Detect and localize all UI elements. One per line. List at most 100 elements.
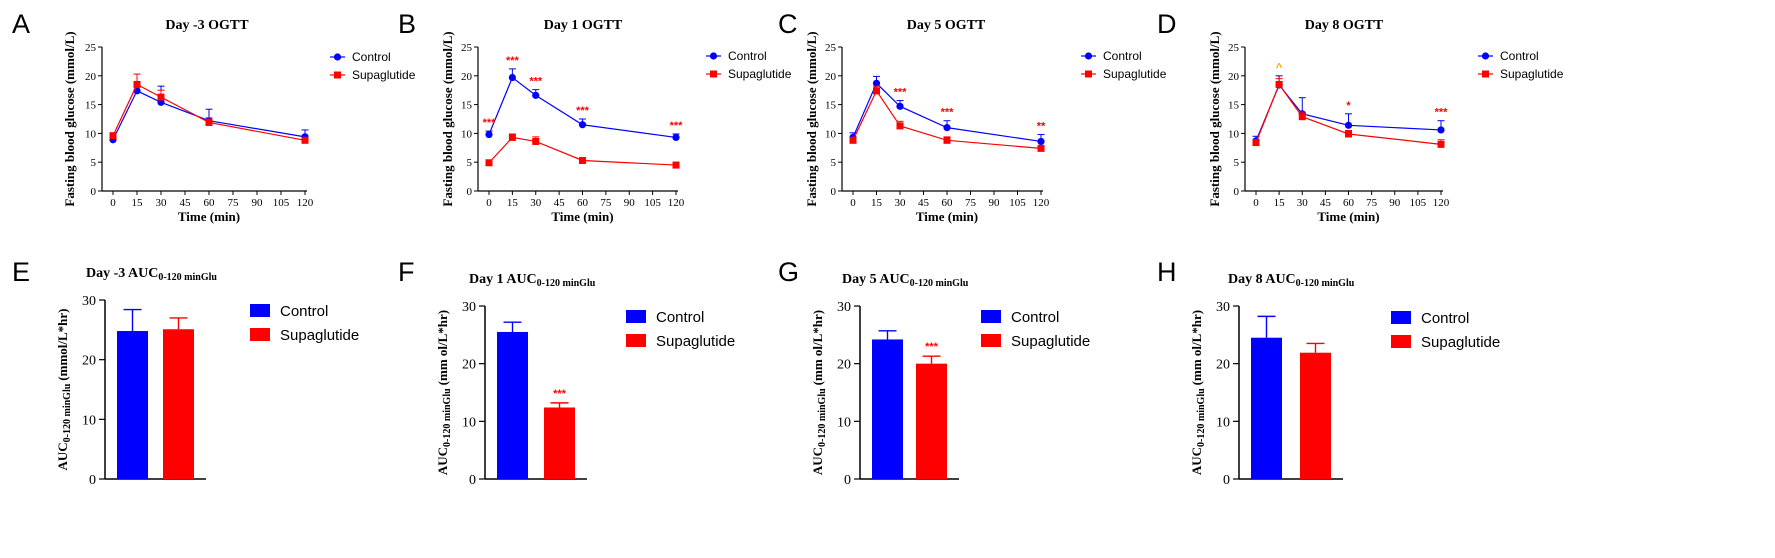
panel-d: D Day 8 OGTT 0 5 10 15 20 25 0 15 30 45 60 75 90 105 120… <box>1157 9 1564 224</box>
y-tick-label: 0 <box>1234 186 1240 198</box>
y-tick-label: 0 <box>1223 473 1230 488</box>
y-axis-label-subscript: 0-120 minGlu <box>62 383 73 442</box>
significance-label: *** <box>576 105 590 117</box>
data-point <box>672 133 680 142</box>
legend-swatch <box>1391 335 1411 348</box>
bar <box>117 331 148 479</box>
x-tick-label: 0 <box>486 197 492 209</box>
y-tick-label: 0 <box>91 186 97 198</box>
chart-title-main: Day 8 AUC <box>1228 272 1296 287</box>
data-point <box>1298 113 1306 121</box>
legend-item: Control <box>1391 310 1469 327</box>
chart-title: Day 8 AUC0-120 minGlu <box>1228 272 1355 289</box>
data-point <box>579 156 586 164</box>
panel-b: B Day 1 OGTT 0 5 10 15 20 25 0 15 30 45 60 75 90 105 120… <box>398 9 792 224</box>
legend-item: Supaglutide <box>250 327 359 344</box>
y-tick-label: 10 <box>1228 128 1240 140</box>
chart-title-main: Day 5 AUC <box>842 272 910 287</box>
y-axis-label-tail: (mmol/L*hr) <box>55 308 70 380</box>
y-axis-label: AUC0-120 minGlu (mm ol/L*hr) <box>810 310 828 475</box>
significance-label: * <box>1346 100 1351 112</box>
x-tick-label: 60 <box>204 197 216 209</box>
series-control: ******** <box>849 75 1046 146</box>
x-tick-label: 15 <box>132 197 144 209</box>
x-tick-label: 30 <box>530 197 542 209</box>
legend-item: Control <box>626 309 704 326</box>
legend-swatch <box>250 328 270 341</box>
data-point <box>896 122 904 130</box>
x-tick-label: 105 <box>273 197 290 209</box>
panel-c: C Day 5 OGTT 0 5 10 15 20 25 0 15 30 45 60 75 90 105 120… <box>778 9 1167 224</box>
data-point <box>133 80 141 88</box>
y-axis-label-main: AUC <box>55 442 70 470</box>
bar-group-control <box>497 321 528 479</box>
chart-title: Day 1 OGTT <box>544 18 623 33</box>
data-point <box>301 136 309 144</box>
panel-label: D <box>1157 9 1177 39</box>
significance-label: *** <box>894 87 908 99</box>
x-tick-label: 90 <box>989 197 1001 209</box>
legend-label: Supaglutide <box>656 333 735 350</box>
chart-title-subscript: 0-120 minGlu <box>158 272 217 283</box>
legend-item: Control <box>1478 49 1539 63</box>
data-point <box>508 133 516 141</box>
chart-title-subscript: 0-120 minGlu <box>1296 278 1355 289</box>
x-tick-label: 120 <box>668 197 685 209</box>
chart-title: Day 8 OGTT <box>1305 18 1384 33</box>
y-tick-label: 0 <box>831 186 837 198</box>
y-tick-label: 15 <box>461 100 473 112</box>
legend-item: Control <box>706 49 767 63</box>
panel-label: F <box>398 257 415 287</box>
y-tick-label: 10 <box>1216 415 1230 430</box>
x-tick-label: 120 <box>297 197 314 209</box>
y-tick-label: 25 <box>85 42 97 54</box>
chart-title-subscript: 0-120 minGlu <box>537 278 596 289</box>
x-tick-label: 105 <box>1009 197 1026 209</box>
data-point <box>508 73 516 82</box>
x-tick-label: 75 <box>965 197 977 209</box>
y-tick-label: 30 <box>462 300 476 315</box>
data-point <box>896 102 904 110</box>
legend-item: Control <box>1081 49 1142 63</box>
legend-marker <box>1481 52 1490 60</box>
data-point <box>1437 140 1445 148</box>
legend-item: Supaglutide <box>626 333 735 350</box>
y-tick-label: 20 <box>461 71 473 83</box>
bar <box>872 339 903 479</box>
legend-swatch <box>981 334 1001 347</box>
significance-label: *** <box>529 76 543 88</box>
y-tick-label: 0 <box>469 473 476 488</box>
legend-label: Supaglutide <box>728 67 792 81</box>
x-tick-label: 105 <box>1410 197 1427 209</box>
legend-label: Control <box>1421 310 1469 327</box>
data-point <box>872 79 881 87</box>
data-point <box>1037 144 1045 152</box>
data-point <box>1037 137 1045 146</box>
bar <box>497 331 528 479</box>
chart-title: Day -3 AUC0-120 minGlu <box>86 266 217 283</box>
bar <box>544 407 575 479</box>
x-tick-label: 0 <box>850 197 856 209</box>
y-axis-label-subscript: 0-120 minGlu <box>1196 388 1207 447</box>
legend-item: Control <box>981 309 1059 326</box>
data-point <box>1252 139 1260 147</box>
significance-label: *** <box>1435 107 1449 119</box>
data-point <box>109 132 117 140</box>
legend-marker <box>1084 52 1093 60</box>
y-tick-label: 20 <box>85 71 97 83</box>
legend-item: Control <box>330 50 391 64</box>
legend-marker <box>1482 70 1489 78</box>
y-tick-label: 5 <box>1234 157 1240 169</box>
legend-label: Supaglutide <box>1421 334 1500 351</box>
chart-title-subscript: 0-120 minGlu <box>910 278 969 289</box>
chart-title: Day 1 AUC0-120 minGlu <box>469 272 596 289</box>
y-tick-label: 25 <box>1228 42 1240 54</box>
legend-label: Supaglutide <box>1500 67 1564 81</box>
chart-title: Day 5 OGTT <box>907 18 986 33</box>
significance-label: ** <box>1037 121 1046 133</box>
legend-item: Supaglutide <box>1391 334 1500 351</box>
legend-label: Control <box>280 303 328 320</box>
chart-title: Day -3 OGTT <box>165 18 249 33</box>
